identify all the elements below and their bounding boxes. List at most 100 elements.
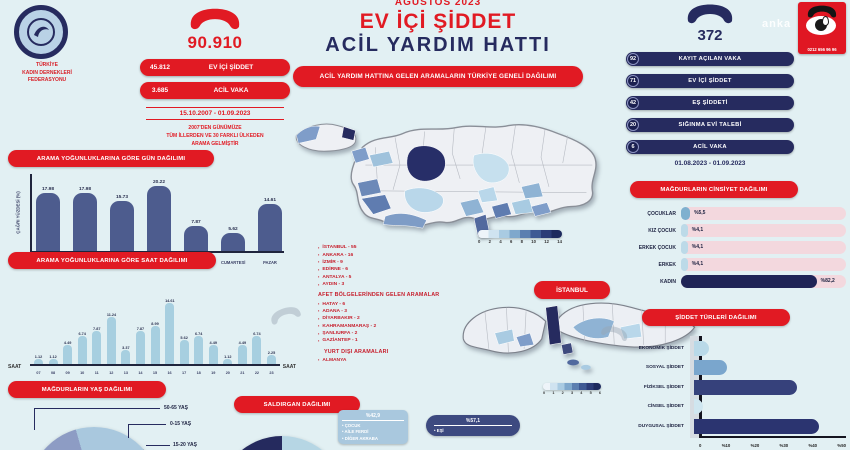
anka-watermark: anka — [762, 18, 792, 30]
bullet-icon: ▪ — [318, 357, 320, 363]
city-call-text: AYDIN - 3 — [322, 282, 345, 288]
province-gaziantep — [491, 202, 512, 219]
bullet-icon: ▪ — [318, 323, 320, 329]
violence-row: CİNSEL ŞİDDET — [628, 399, 846, 415]
stat-value: 45.812 — [150, 64, 170, 71]
gender-chart-title: MAĞDURLARIN CİNSİYET DAĞILIMI — [630, 181, 798, 198]
bar-group: 7.87 — [135, 326, 145, 364]
gender-track: %4,1 — [681, 241, 846, 254]
city-call-text: ANTALYA - 5 — [322, 274, 352, 280]
legend-tick: 12 — [544, 239, 549, 244]
monthly-stat-pill: 71 EV İÇİ ŞİDDET — [626, 74, 794, 88]
bar — [165, 302, 175, 364]
gender-row: KIZ ÇOCUK %4,1 — [626, 222, 846, 239]
bar-group: 4.49 — [63, 341, 73, 364]
phone-icon-navy — [687, 4, 733, 24]
bar-category: 12 — [109, 371, 114, 375]
province-aydin — [361, 194, 392, 215]
city-call-text: DİYARBAKIR - 2 — [322, 316, 360, 322]
city-call-text: İZMİR - 9 — [322, 259, 343, 265]
province-patch — [472, 153, 510, 184]
stat-value: 92 — [627, 53, 639, 65]
city-call-item: ▪ İSTANBUL - 55 — [318, 244, 513, 251]
bar-group: 2.25 — [267, 351, 276, 364]
violence-bar — [694, 399, 704, 414]
day-chart-title: ARAMA YOĞUNLUKLARINA GÖRE GÜN DAĞILIMI — [8, 150, 214, 167]
bar-value: 4.49 — [238, 341, 247, 346]
city-call-item: ▪ ANKARA - 16 — [318, 251, 513, 258]
gender-chart: ÇOCUKLAR %5,5 KIZ ÇOCUK %4,1 ERKEK ÇOCUK %4,1… — [626, 205, 846, 290]
violence-bars: EKONOMİK ŞİDDET SOSYAL ŞİDDET FİZİKSEL ŞİD… — [628, 340, 846, 434]
gender-value: %4,1 — [691, 227, 704, 233]
hotline-logo: 0212 656 96 96 — [798, 2, 846, 54]
bullet-icon: ▪ — [318, 244, 320, 250]
bullet-icon: ▪ — [318, 315, 320, 321]
legend-item: • EŞİ — [434, 427, 444, 433]
monthly-stat-pill: 42 EŞ ŞİDDETİ — [626, 96, 794, 110]
legend-item: • ÇOCUK — [342, 422, 361, 428]
bar-category: 10 — [80, 371, 85, 375]
violence-row: SOSYAL ŞİDDET — [628, 360, 846, 376]
province-edirne — [296, 125, 321, 144]
bar — [194, 335, 204, 364]
bar-group: 1.12 — [48, 355, 58, 364]
legend-tick: 4 — [580, 391, 583, 395]
title-block: AĞUSTOS 2023 EV İÇİ ŞİDDET ACİL YARDIM H… — [283, 0, 593, 87]
legend-item: • DİĞER AKRABA — [342, 435, 378, 441]
gender-category: KADIN — [660, 278, 676, 285]
bar-group: 17.98 — [36, 187, 60, 251]
bar-category: 09 — [65, 371, 70, 375]
province-izmir — [357, 178, 382, 197]
city-call-text: İSTANBUL - 55 — [322, 245, 357, 251]
monthly-pill-list: 92 KAYIT AÇILAN VAKA 71 EV İÇİ ŞİDDET 42 EŞ Ş… — [626, 52, 794, 154]
legend-header: %57,1 — [434, 418, 512, 426]
stat-label: SIĞINMA EVİ TALEBİ — [678, 122, 742, 128]
color-scale — [478, 230, 562, 238]
province-patch — [530, 202, 552, 217]
x-tick: 0 — [699, 443, 702, 448]
bullet-icon: ▪ — [318, 274, 320, 280]
cumulative-date-range: 15.10.2007 - 01.09.2023 — [146, 107, 284, 120]
bullet-icon: ▪ — [318, 308, 320, 314]
hour-axis-label-left: SAAT — [8, 364, 22, 370]
bar-category: 23 — [269, 371, 274, 375]
legend-header: %42,9 — [342, 413, 404, 421]
istanbul-map-label: İSTANBUL — [534, 281, 610, 299]
city-call-item: ▪ ALMANYA — [318, 357, 513, 364]
violence-category: EKONOMİK ŞİDDET — [638, 345, 684, 351]
bar — [221, 233, 245, 251]
gender-row: ÇOCUKLAR %5,5 — [626, 205, 846, 222]
bar — [184, 225, 208, 251]
cumulative-stats-block: 90.910 45.812 EV İÇİ ŞİDDET 3.685 ACİL V… — [140, 6, 290, 148]
bar-value: 7.87 — [136, 326, 145, 331]
federation-emblem-icon — [27, 18, 55, 46]
monthly-total-calls: 372 — [697, 27, 723, 44]
district-patch — [494, 328, 515, 346]
bar — [92, 330, 102, 364]
bar-category: 18 — [196, 371, 201, 375]
hour-bars: 1.12 1.12 4.49 6.74 7.87 11.24 3.37 7.87 8.99 14.… — [34, 275, 276, 364]
bar-category: 17 — [182, 371, 187, 375]
violence-bar-zone — [694, 340, 846, 356]
violence-bar — [694, 360, 728, 375]
bar-group: 14.61 — [165, 298, 175, 364]
age-pie-chart — [28, 427, 160, 450]
legend-tick: 4 — [499, 239, 502, 244]
bar-group: 8.99 — [150, 322, 160, 364]
bar-group: 1.12 — [223, 355, 233, 364]
city-call-item: ▪ ADANA - 3 — [318, 308, 513, 315]
hour-categories: 07 08 09 10 11 12 13 14 15 16 17 18 19 20 21 22 23 — [34, 371, 276, 375]
legend-tick: 14 — [557, 239, 562, 244]
bullet-icon: ▪ — [318, 252, 320, 258]
violence-bar-zone — [694, 418, 846, 434]
bar-group: 3.37 — [121, 346, 131, 364]
bar — [258, 204, 282, 251]
violence-category: FİZİKSEL ŞİDDET — [643, 384, 684, 390]
province-sanliurfa — [511, 198, 534, 215]
bar-value: 14.61 — [165, 298, 175, 303]
bar — [77, 335, 87, 364]
stat-label: EV İÇİ ŞİDDET — [688, 78, 732, 84]
monthly-stat-pill: 20 SIĞINMA EVİ TALEBİ — [626, 118, 794, 132]
legend-tick: 1 — [552, 391, 555, 395]
